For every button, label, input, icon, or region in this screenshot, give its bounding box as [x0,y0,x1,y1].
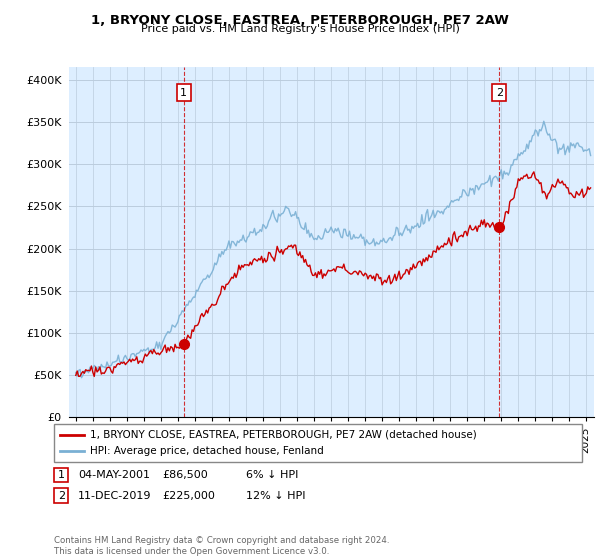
Text: 1: 1 [58,470,65,480]
Text: 11-DEC-2019: 11-DEC-2019 [78,491,151,501]
Text: 2: 2 [496,87,503,97]
Text: £225,000: £225,000 [162,491,215,501]
Text: 1: 1 [180,87,187,97]
Text: 6% ↓ HPI: 6% ↓ HPI [246,470,298,480]
Text: Price paid vs. HM Land Registry's House Price Index (HPI): Price paid vs. HM Land Registry's House … [140,24,460,34]
Text: 1, BRYONY CLOSE, EASTREA, PETERBOROUGH, PE7 2AW (detached house): 1, BRYONY CLOSE, EASTREA, PETERBOROUGH, … [90,430,477,440]
Text: 12% ↓ HPI: 12% ↓ HPI [246,491,305,501]
Text: Contains HM Land Registry data © Crown copyright and database right 2024.
This d: Contains HM Land Registry data © Crown c… [54,536,389,556]
Text: 1, BRYONY CLOSE, EASTREA, PETERBOROUGH, PE7 2AW: 1, BRYONY CLOSE, EASTREA, PETERBOROUGH, … [91,14,509,27]
Text: 2: 2 [58,491,65,501]
Text: HPI: Average price, detached house, Fenland: HPI: Average price, detached house, Fenl… [90,446,324,456]
Text: 04-MAY-2001: 04-MAY-2001 [78,470,150,480]
Text: £86,500: £86,500 [162,470,208,480]
